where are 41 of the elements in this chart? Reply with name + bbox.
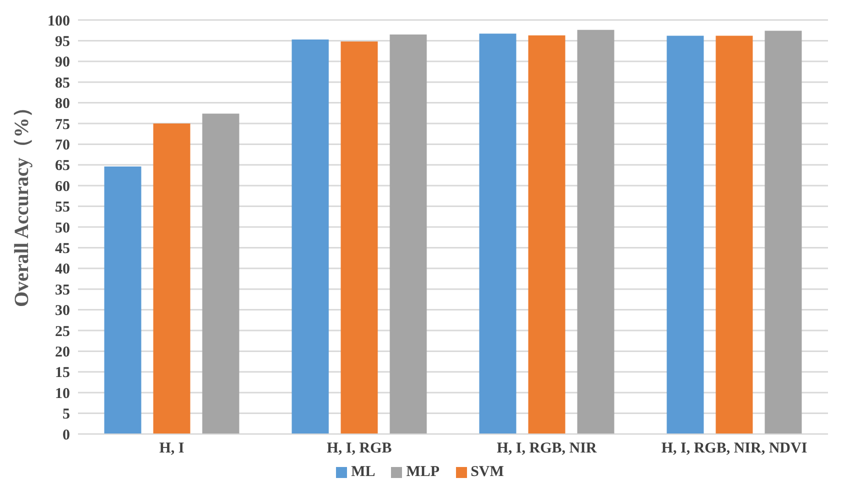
y-tick-label: 55 — [55, 200, 70, 216]
bar — [104, 166, 142, 434]
y-tick-label: 5 — [62, 406, 70, 423]
y-tick-label: 20 — [55, 344, 70, 361]
y-tick-label: 90 — [55, 54, 70, 71]
legend-label: ML — [351, 464, 376, 480]
y-tick-label: 95 — [55, 34, 70, 50]
bar — [153, 124, 190, 434]
x-tick-label: H, I — [159, 440, 184, 457]
y-axis-title: Overall Accuracy（%） — [11, 98, 34, 307]
y-tick-label: 50 — [55, 220, 70, 236]
y-tick-label: 100 — [48, 13, 70, 30]
x-tick-label: H, I, RGB, NIR — [496, 440, 597, 457]
y-tick-label: 10 — [55, 386, 70, 402]
bar — [764, 30, 802, 434]
y-tick-label: 30 — [55, 303, 70, 320]
legend-label: SVM — [470, 464, 504, 480]
bar — [479, 34, 516, 434]
y-tick-label: 25 — [55, 324, 70, 340]
bar — [716, 36, 753, 434]
y-tick-label: 15 — [55, 365, 70, 382]
x-tick-label: H, I, RGB — [326, 440, 392, 457]
legend-label: MLP — [406, 464, 440, 480]
bar — [202, 114, 240, 434]
y-tick-label: 45 — [55, 241, 70, 258]
y-tick-label: 75 — [55, 116, 70, 133]
y-tick-label: 80 — [55, 96, 70, 112]
bar — [666, 36, 704, 434]
bar — [390, 34, 427, 434]
y-tick-label: 0 — [62, 427, 70, 444]
bar — [528, 35, 566, 434]
y-tick-label: 85 — [55, 75, 70, 92]
y-tick-label: 65 — [55, 158, 70, 174]
bar — [340, 42, 378, 434]
y-tick-label: 70 — [55, 138, 70, 154]
x-tick-label: H, I, RGB, NIR, NDVI — [661, 440, 808, 457]
y-tick-label: 35 — [55, 282, 70, 298]
bar — [292, 39, 329, 434]
bar — [577, 30, 614, 434]
y-tick-label: 40 — [55, 262, 70, 278]
y-tick-label: 60 — [55, 178, 70, 195]
